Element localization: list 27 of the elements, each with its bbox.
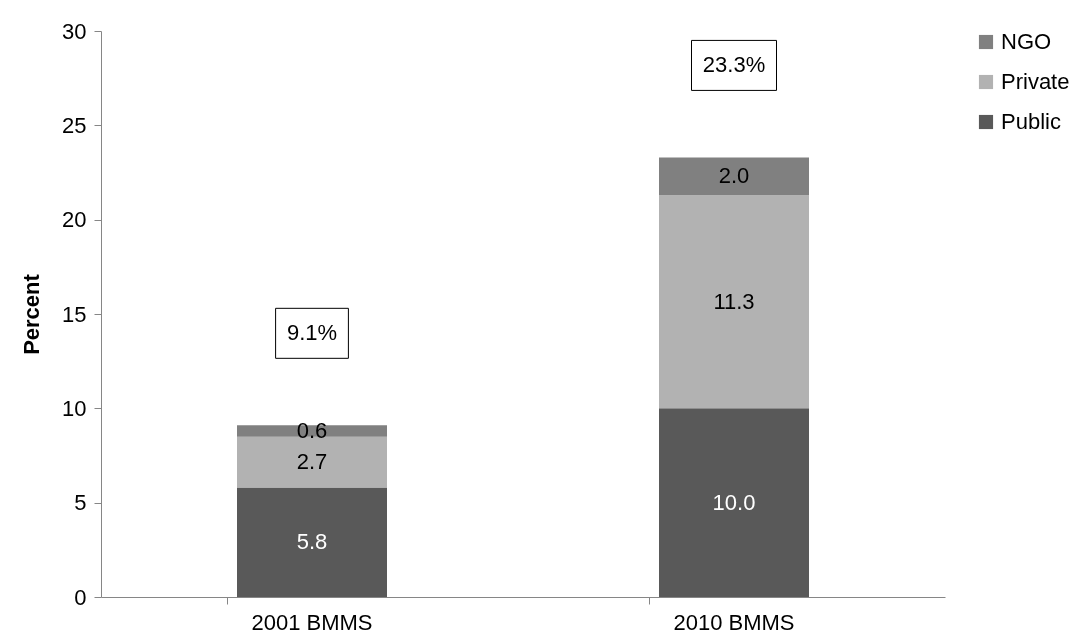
y-tick-label: 0 xyxy=(74,584,87,610)
bar xyxy=(237,487,387,597)
data-label: 5.8 xyxy=(296,529,328,555)
y-tick-label: 20 xyxy=(62,207,87,233)
data-label: 0.6 xyxy=(296,417,328,443)
data-label: 11.3 xyxy=(713,288,755,314)
annotation: 23.3% xyxy=(702,52,766,78)
data-label: 2.7 xyxy=(296,449,328,475)
y-tick-label: 30 xyxy=(62,18,87,44)
legend-label: Public xyxy=(1001,109,1061,134)
bar xyxy=(659,408,809,597)
legend-label: NGO xyxy=(1001,29,1052,54)
annotation: 9.1% xyxy=(286,320,338,346)
data-label: 10.0 xyxy=(712,489,756,515)
y-tick-label: 25 xyxy=(62,112,87,138)
y-tick-label: 15 xyxy=(62,301,87,327)
legend-label: Private xyxy=(1001,69,1070,94)
bar xyxy=(659,195,809,409)
bar xyxy=(237,436,387,488)
bar xyxy=(237,425,387,437)
x-tick-label: 2010 BMMS xyxy=(673,609,795,635)
y-tick-label: 10 xyxy=(62,395,87,421)
y-tick-label: 5 xyxy=(74,490,87,516)
bar xyxy=(659,157,809,196)
y-axis-title: Percent xyxy=(19,273,45,355)
x-tick-label: 2001 BMMS xyxy=(251,609,373,635)
data-label: 2.0 xyxy=(718,163,750,189)
